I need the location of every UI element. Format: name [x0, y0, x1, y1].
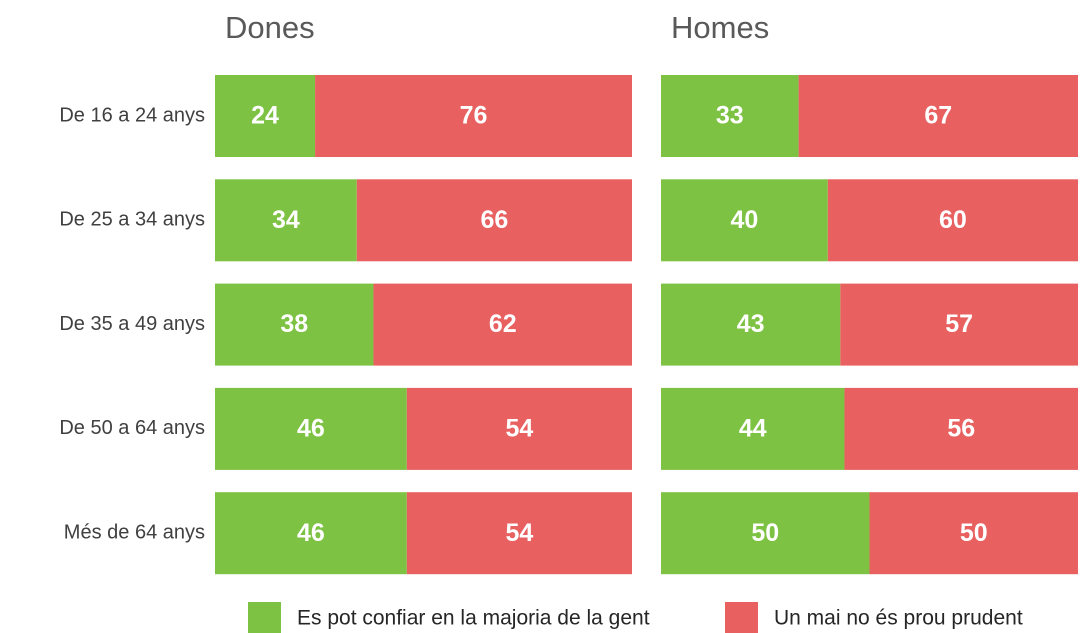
value-label: 57	[945, 310, 973, 338]
value-label: 46	[297, 415, 325, 443]
bar-segment	[406, 492, 632, 575]
value-label: 56	[947, 415, 975, 443]
bar-segment	[215, 492, 407, 575]
bar-segment	[869, 492, 1078, 575]
value-label: 43	[737, 310, 765, 338]
bar-segment	[661, 179, 828, 262]
bar-segment	[406, 387, 632, 470]
value-label: 38	[280, 310, 308, 338]
legend-label: Es pot confiar en la majoria de la gent	[297, 607, 650, 630]
bar-segment	[315, 75, 632, 157]
value-label: 62	[489, 310, 517, 338]
category-label: De 50 a 64 anys	[59, 417, 205, 439]
value-label: 76	[460, 102, 488, 130]
value-label: 44	[739, 415, 767, 443]
bar-segment	[215, 75, 316, 157]
panel-title: Homes	[671, 10, 769, 45]
bar-segment	[215, 283, 374, 366]
value-label: 54	[506, 519, 534, 547]
value-label: 34	[272, 206, 300, 234]
legend-label: Un mai no és prou prudent	[774, 607, 1023, 630]
bar-segment	[661, 492, 870, 575]
bar-segment	[356, 179, 632, 262]
value-label: 24	[251, 102, 279, 130]
value-label: 40	[730, 206, 758, 234]
panel-title: Dones	[225, 10, 315, 45]
bar-segment	[798, 75, 1078, 157]
bar-segment	[661, 283, 841, 366]
bar-segment	[661, 75, 799, 157]
bar-segment	[215, 387, 407, 470]
category-label: De 35 a 49 anys	[59, 313, 205, 335]
value-label: 50	[960, 519, 988, 547]
value-label: 33	[716, 102, 744, 130]
value-label: 46	[297, 519, 325, 547]
bar-segment	[827, 179, 1078, 262]
bar-segment	[840, 283, 1078, 366]
value-label: 50	[751, 519, 779, 547]
bar-segment	[844, 387, 1078, 470]
value-label: 60	[939, 206, 967, 234]
bar-segment	[661, 387, 845, 470]
category-label: Més de 64 anys	[64, 521, 205, 543]
legend-swatch	[725, 602, 758, 633]
value-label: 66	[480, 206, 508, 234]
bar-segment	[215, 179, 357, 262]
category-label: De 25 a 34 anys	[59, 209, 205, 231]
value-label: 67	[924, 102, 952, 130]
legend-swatch	[248, 602, 281, 633]
category-label: De 16 a 24 anys	[59, 104, 205, 126]
value-label: 54	[506, 415, 534, 443]
bar-segment	[373, 283, 632, 366]
